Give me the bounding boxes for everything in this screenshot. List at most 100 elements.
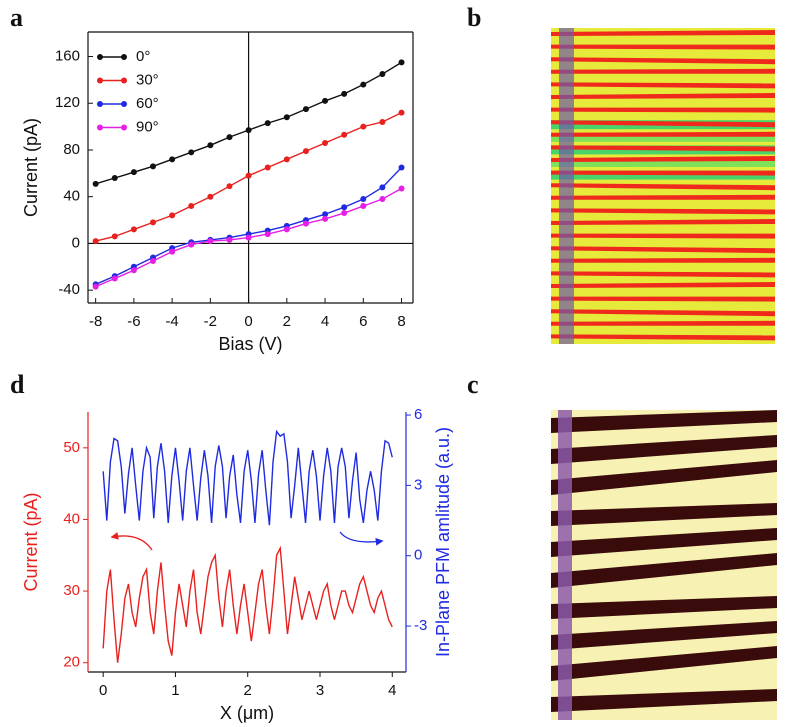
legend-label: 60°: [136, 95, 159, 112]
legend-dot: [97, 77, 103, 84]
data-point: [226, 236, 233, 243]
data-point: [130, 226, 137, 233]
data-point: [341, 204, 348, 211]
x-tick-label: -6: [127, 313, 140, 330]
data-point: [245, 234, 252, 241]
image-c-stripe: [551, 460, 777, 495]
data-point: [322, 97, 329, 104]
data-point: [226, 183, 233, 190]
legend-dot: [121, 77, 127, 84]
image-b-stripe: [551, 30, 775, 36]
image-b-stripe: [551, 145, 775, 152]
image-c-stripe: [551, 646, 777, 681]
image-b-patch: [551, 132, 775, 142]
image-c-stripe: [551, 596, 777, 619]
data-point: [283, 156, 290, 163]
data-point: [398, 109, 405, 116]
image-b-stripe: [551, 309, 775, 317]
image-c-band: [558, 410, 572, 720]
legend-dot: [121, 124, 127, 131]
arrow-left: [110, 532, 153, 551]
legend-dot: [97, 101, 103, 107]
data-point: [111, 175, 118, 182]
data-point: [130, 169, 137, 176]
data-point: [188, 149, 195, 156]
image-b-stripe: [551, 219, 775, 225]
data-point: [379, 71, 386, 78]
image-b-stripe: [551, 68, 775, 74]
data-point: [379, 196, 386, 203]
y-tick-label: 40: [63, 188, 80, 205]
data-point: [245, 172, 252, 179]
data-point: [302, 220, 309, 227]
data-point: [188, 203, 195, 210]
data-point: [264, 120, 271, 127]
x-tick-label: 4: [321, 313, 329, 330]
y-tick-label: 30: [63, 582, 80, 599]
image-b-stripe: [551, 334, 775, 341]
x-axis-label: X (μm): [220, 703, 274, 723]
data-point: [245, 127, 252, 134]
data-point: [150, 163, 156, 170]
image-b-stripe: [551, 271, 775, 278]
data-point: [322, 215, 329, 222]
legend-label: 90°: [136, 118, 159, 135]
image-b-stripe: [551, 82, 775, 89]
y-axis-label: Current (pA): [21, 492, 41, 591]
y-tick-label: 20: [63, 654, 80, 671]
y-tick-label: -40: [58, 281, 80, 298]
data-point: [226, 134, 233, 141]
image-b-patch: [551, 158, 775, 167]
data-point: [92, 180, 99, 187]
data-point: [283, 114, 290, 121]
y-tick-label: 120: [55, 94, 80, 111]
data-point: [398, 185, 405, 192]
image-b-stripe: [551, 246, 775, 254]
image-b-band: [559, 28, 574, 344]
data-point: [322, 211, 329, 218]
image-b-stripe: [551, 93, 775, 99]
y-tick-label: 40: [63, 510, 80, 527]
y2-tick-label: 3: [414, 476, 422, 493]
data-point: [169, 248, 176, 255]
data-point: [111, 275, 118, 282]
data-point: [341, 131, 348, 138]
image-b-stripe: [551, 257, 775, 263]
panel-label: c: [467, 370, 479, 399]
data-point: [302, 148, 309, 155]
data-point: [169, 156, 176, 163]
image-b-stripe: [551, 183, 775, 191]
x-tick-label: 1: [171, 682, 179, 699]
legend-label: 0°: [136, 48, 150, 65]
data-point: [360, 123, 367, 130]
data-point: [207, 238, 214, 245]
image-b-stripe: [551, 208, 775, 215]
y2-axis-label: In-Plane PFM amlitude (a.u.): [433, 427, 453, 657]
data-point: [150, 257, 156, 264]
image-b-stripe: [551, 120, 775, 128]
x-tick-label: 4: [388, 682, 396, 699]
data-point: [302, 106, 309, 113]
y-tick-label: 0: [72, 234, 80, 251]
legend-dot: [121, 54, 127, 60]
image-b-stripe: [551, 107, 775, 113]
x-tick-label: 2: [244, 682, 252, 699]
legend-label: 30°: [136, 71, 159, 88]
x-axis-label: Bias (V): [218, 334, 282, 354]
image-c-stripe: [551, 621, 777, 650]
image-b-stripe: [551, 194, 775, 200]
image-b-stripe: [551, 170, 775, 176]
data-point: [379, 118, 386, 125]
image-b-stripe: [551, 282, 775, 288]
image-c-stripe: [551, 528, 777, 557]
x-tick-label: -4: [165, 313, 178, 330]
image-b-stripe: [551, 131, 775, 137]
series-line: [102, 429, 393, 526]
series-line: [102, 545, 393, 663]
data-point: [264, 231, 271, 238]
data-point: [341, 90, 348, 97]
x-tick-label: 8: [397, 313, 405, 330]
legend-dot: [97, 54, 103, 60]
data-point: [130, 267, 137, 274]
x-tick-label: 3: [316, 682, 324, 699]
